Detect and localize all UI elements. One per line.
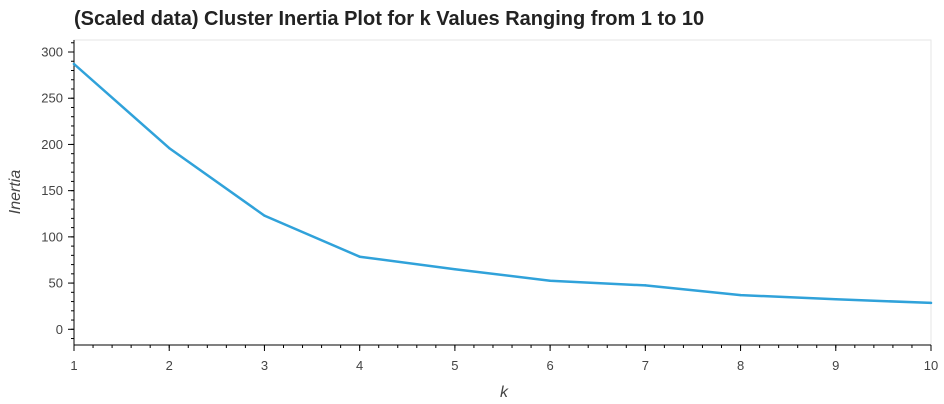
y-tick-label: 50	[49, 276, 63, 291]
x-tick-label: 10	[924, 358, 938, 373]
data-point	[929, 301, 933, 305]
y-axis-label: Inertia	[7, 170, 24, 215]
data-point	[168, 146, 171, 150]
series-layer	[72, 62, 933, 305]
data-point	[263, 214, 266, 217]
x-axis-label: k	[500, 384, 509, 401]
data-point	[453, 268, 457, 271]
x-tick-label: 8	[737, 358, 744, 373]
x-tick-label: 2	[166, 358, 173, 373]
y-tick-label: 100	[41, 229, 63, 244]
chart-title: (Scaled data) Cluster Inertia Plot for k…	[74, 8, 705, 30]
data-point	[739, 293, 742, 297]
x-tick-label: 9	[832, 358, 839, 373]
y-tick-label: 0	[56, 322, 63, 337]
y-tick-label: 300	[41, 45, 63, 60]
y-axis: 0 50 100 150 200 250 300	[41, 40, 75, 345]
data-point	[358, 255, 361, 258]
x-tick-label: 1	[70, 358, 77, 373]
x-axis: 1 2 3 4 5 6 7 8 9 10	[70, 344, 938, 373]
data-point	[834, 298, 837, 301]
data-point	[548, 279, 552, 282]
x-tick-label: 6	[546, 358, 553, 373]
x-tick-label: 5	[451, 358, 458, 373]
series-line	[72, 62, 933, 305]
x-tick-label: 4	[356, 358, 363, 373]
y-tick-label: 250	[41, 91, 63, 106]
data-point	[644, 284, 647, 287]
y-tick-label: 200	[41, 137, 63, 152]
x-tick-label: 7	[642, 358, 649, 373]
x-tick-label: 3	[261, 358, 268, 373]
data-point	[72, 62, 76, 66]
y-tick-label: 150	[41, 183, 63, 198]
plot-frame	[73, 39, 932, 346]
